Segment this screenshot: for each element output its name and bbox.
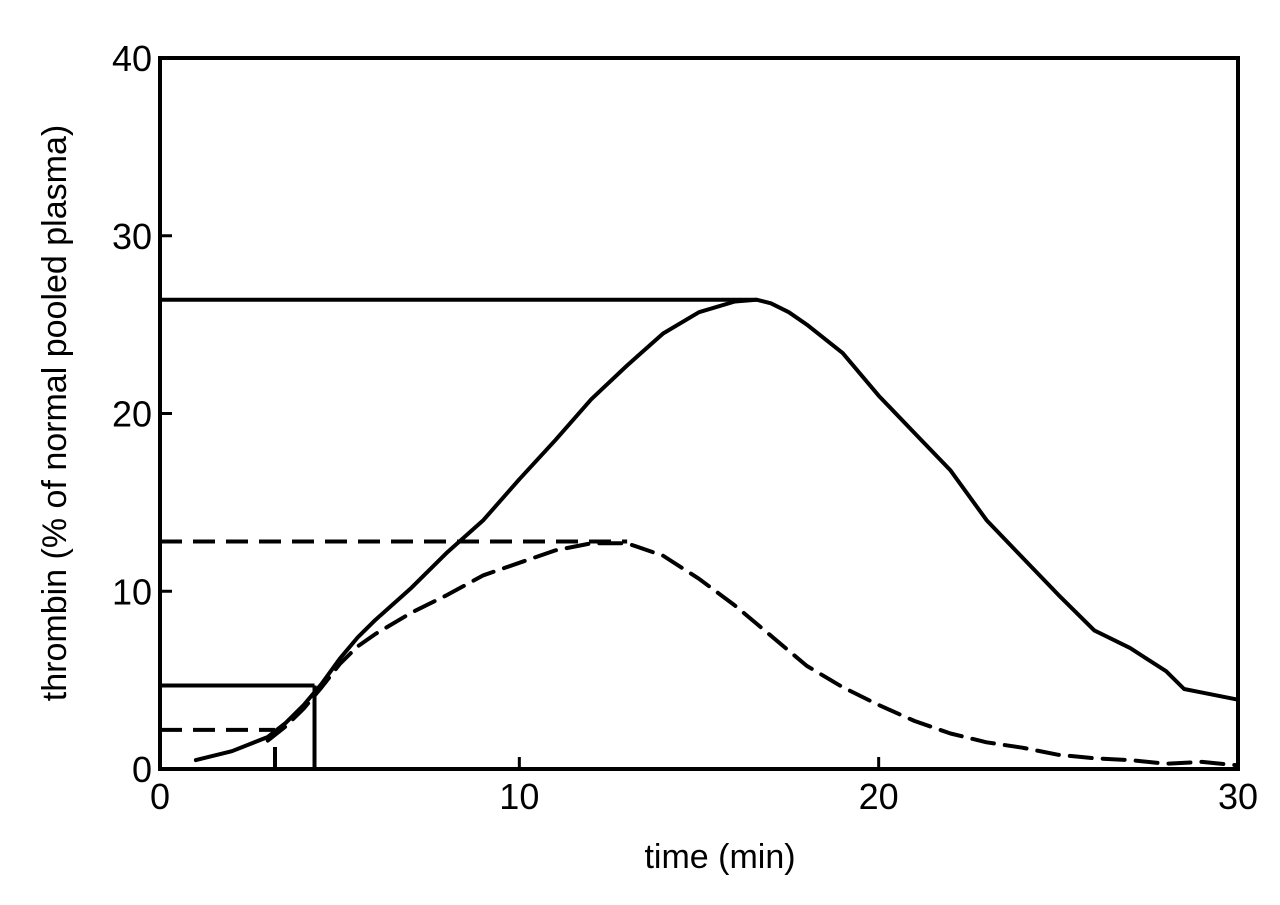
y-tick-label: 10 — [112, 571, 152, 612]
series-solid-curve-0 — [193, 297, 1240, 763]
y-axis-ticks: 0 10 20 30 40 — [112, 38, 172, 790]
x-tick-label: 20 — [859, 776, 899, 817]
series-lines — [193, 297, 1240, 768]
x-tick-label: 0 — [150, 776, 170, 817]
plot-frame — [158, 56, 1240, 771]
annotation-lines — [160, 297, 757, 769]
x-tick-label: 10 — [499, 776, 539, 817]
series-dashed-curve-1 — [265, 541, 1240, 768]
y-tick-label: 0 — [132, 749, 152, 790]
x-tick-label: 30 — [1218, 776, 1258, 817]
y-axis-label: thrombin (% of normal pooled plasma) — [36, 125, 74, 701]
y-tick-label: 20 — [112, 394, 152, 435]
x-axis-ticks: 0 10 20 30 — [150, 757, 1258, 817]
y-tick-label: 40 — [112, 38, 152, 79]
x-axis-label: time (min) — [644, 838, 795, 876]
y-tick-label: 30 — [112, 216, 152, 257]
